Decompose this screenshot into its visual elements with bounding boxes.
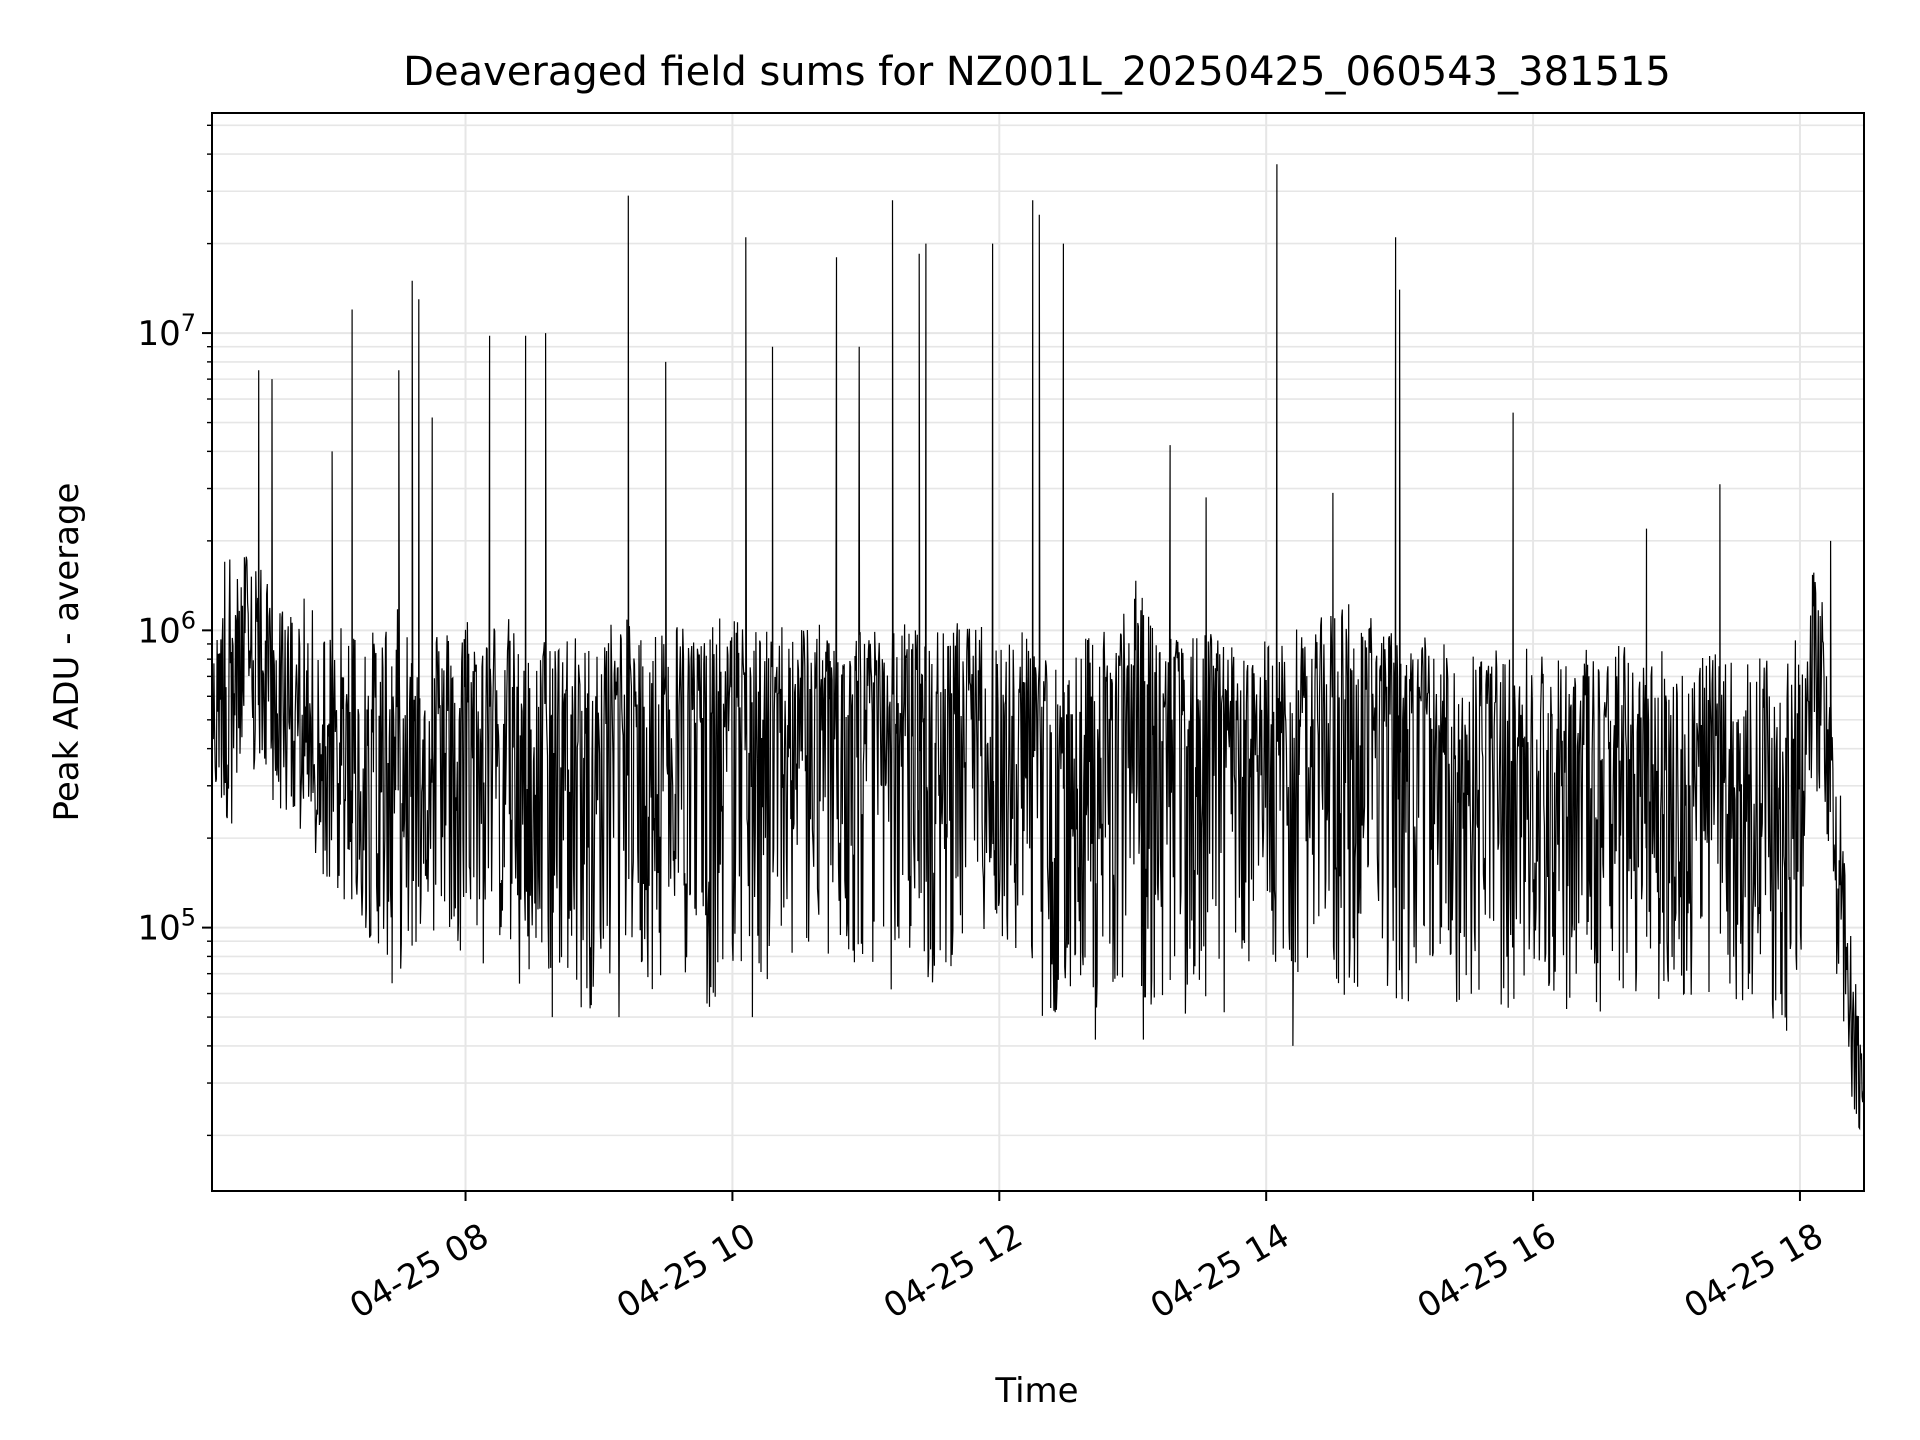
- y-axis-label: Peak ADU - average: [47, 483, 87, 822]
- chart-title: Deaveraged field sums for NZ001L_2025042…: [403, 49, 1671, 95]
- x-axis-label: Time: [994, 1371, 1078, 1411]
